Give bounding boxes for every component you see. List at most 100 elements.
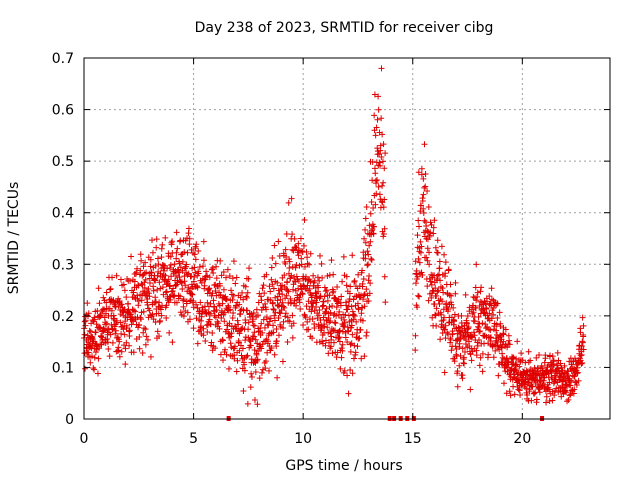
data-point bbox=[416, 293, 423, 300]
data-point bbox=[240, 296, 247, 303]
data-point bbox=[479, 306, 486, 313]
data-point bbox=[210, 270, 217, 277]
data-point bbox=[223, 351, 230, 358]
data-point bbox=[89, 353, 96, 360]
data-point bbox=[282, 260, 289, 267]
data-point bbox=[361, 353, 368, 360]
data-point bbox=[370, 230, 377, 237]
data-point bbox=[117, 300, 124, 307]
data-point bbox=[217, 257, 224, 264]
data-point bbox=[219, 300, 226, 307]
data-point bbox=[117, 319, 124, 326]
data-point bbox=[174, 277, 181, 284]
data-point bbox=[486, 310, 493, 317]
data-point bbox=[131, 294, 138, 301]
data-point bbox=[355, 335, 362, 342]
data-point bbox=[159, 241, 166, 248]
data-point bbox=[239, 289, 246, 296]
data-point bbox=[136, 333, 143, 340]
data-point bbox=[322, 342, 329, 349]
data-point bbox=[575, 377, 582, 384]
data-point bbox=[201, 282, 208, 289]
data-point bbox=[134, 265, 141, 272]
data-point bbox=[349, 252, 356, 259]
data-point bbox=[447, 336, 454, 343]
data-point bbox=[418, 165, 425, 172]
data-point bbox=[477, 328, 484, 335]
data-point bbox=[349, 331, 356, 338]
data-point bbox=[507, 392, 514, 399]
data-point bbox=[170, 285, 177, 292]
data-point bbox=[202, 306, 209, 313]
data-point bbox=[368, 255, 375, 262]
data-point bbox=[372, 170, 379, 177]
data-point bbox=[215, 312, 222, 319]
data-point bbox=[436, 301, 443, 308]
data-point bbox=[244, 400, 251, 407]
data-point bbox=[450, 304, 457, 311]
data-point bbox=[553, 385, 560, 392]
data-point bbox=[301, 312, 308, 319]
data-point bbox=[366, 242, 373, 249]
data-point bbox=[162, 289, 169, 296]
data-point bbox=[326, 292, 333, 299]
data-point bbox=[438, 321, 445, 328]
data-point bbox=[263, 271, 270, 278]
data-point bbox=[135, 302, 142, 309]
data-point bbox=[362, 215, 369, 222]
data-point bbox=[275, 332, 282, 339]
data-point bbox=[573, 382, 580, 389]
data-point bbox=[345, 390, 352, 397]
data-point bbox=[274, 279, 281, 286]
data-point bbox=[108, 307, 115, 314]
data-point bbox=[344, 372, 351, 379]
data-point bbox=[184, 309, 191, 316]
data-point bbox=[554, 362, 561, 369]
data-point bbox=[365, 251, 372, 258]
data-point bbox=[215, 320, 222, 327]
data-point bbox=[328, 333, 335, 340]
data-point bbox=[343, 282, 350, 289]
data-point bbox=[95, 345, 102, 352]
data-point bbox=[380, 231, 387, 238]
data-point bbox=[146, 279, 153, 286]
data-point bbox=[228, 330, 235, 337]
data-point bbox=[298, 255, 305, 262]
data-point bbox=[267, 288, 274, 295]
data-point bbox=[243, 293, 250, 300]
data-point bbox=[328, 328, 335, 335]
data-point bbox=[482, 325, 489, 332]
data-point bbox=[345, 327, 352, 334]
data-point bbox=[109, 339, 116, 346]
data-point bbox=[297, 235, 304, 242]
data-point bbox=[190, 325, 197, 332]
data-point bbox=[279, 291, 286, 298]
data-point bbox=[498, 344, 505, 351]
data-point bbox=[439, 285, 446, 292]
data-point bbox=[344, 339, 351, 346]
data-point bbox=[436, 258, 443, 265]
data-point bbox=[345, 312, 352, 319]
data-point bbox=[310, 272, 317, 279]
data-point bbox=[117, 276, 124, 283]
data-point bbox=[302, 263, 309, 270]
data-point bbox=[474, 289, 481, 296]
data-point bbox=[293, 262, 300, 269]
data-point bbox=[339, 278, 346, 285]
data-point bbox=[297, 305, 304, 312]
data-point bbox=[288, 272, 295, 279]
data-point bbox=[531, 367, 538, 374]
data-point bbox=[198, 279, 205, 286]
data-point bbox=[203, 322, 210, 329]
data-point bbox=[123, 322, 130, 329]
data-point bbox=[286, 265, 293, 272]
data-point bbox=[319, 274, 326, 281]
data-point bbox=[571, 373, 578, 380]
data-point bbox=[130, 307, 137, 314]
data-point bbox=[279, 299, 286, 306]
data-point bbox=[547, 352, 554, 359]
data-point bbox=[290, 286, 297, 293]
data-point bbox=[273, 326, 280, 333]
data-point bbox=[231, 355, 238, 362]
data-point bbox=[206, 274, 213, 281]
